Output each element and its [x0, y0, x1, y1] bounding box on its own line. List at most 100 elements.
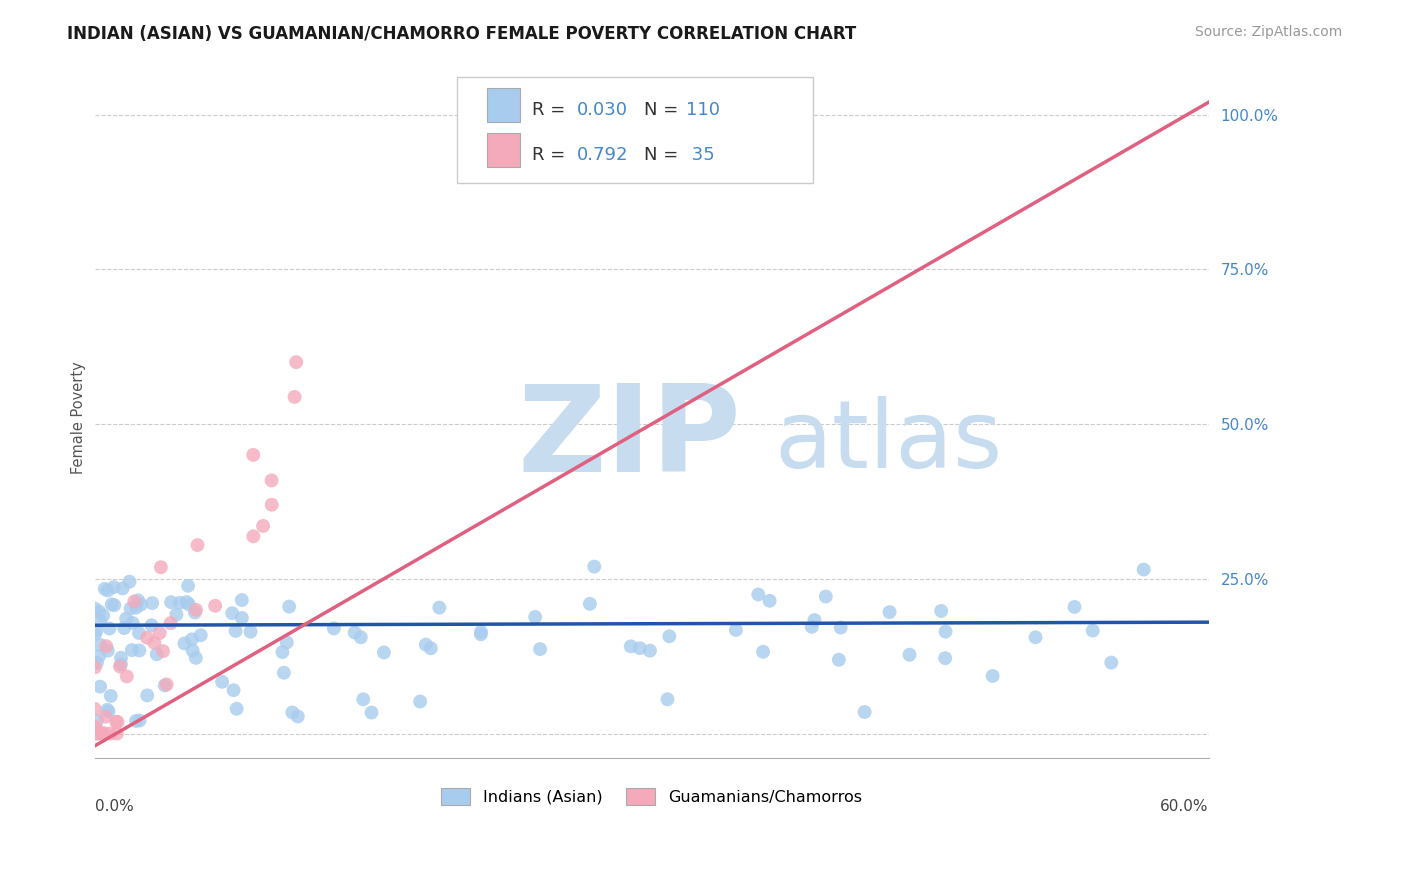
Point [93, 726, 115, 740]
Point [89, 649, 111, 664]
Point [86, 726, 108, 740]
Text: 35: 35 [686, 146, 714, 164]
Point [105, 714, 128, 729]
Point [108, 659, 131, 673]
Point [1132, 563, 1154, 577]
Point [747, 587, 769, 601]
Point [752, 645, 775, 659]
Point [231, 593, 253, 607]
Point [121, 615, 143, 630]
Point [657, 692, 679, 706]
Point [350, 630, 373, 644]
Point [97, 643, 120, 657]
Point [145, 647, 167, 661]
Point [124, 594, 146, 608]
Point [103, 598, 125, 612]
Point [169, 596, 191, 610]
Point [173, 636, 195, 650]
Point [1024, 630, 1046, 644]
Point [470, 627, 492, 641]
Point [828, 653, 851, 667]
FancyBboxPatch shape [486, 133, 520, 168]
Point [141, 596, 163, 610]
Point [186, 538, 208, 552]
Point [260, 498, 283, 512]
Point [83, 721, 105, 735]
Point [415, 638, 437, 652]
Point [225, 702, 247, 716]
Text: 110: 110 [686, 101, 720, 120]
Point [343, 625, 366, 640]
Point [105, 726, 128, 740]
Point [853, 705, 876, 719]
Point [184, 603, 207, 617]
Point [156, 677, 179, 691]
Text: 0.030: 0.030 [576, 101, 628, 120]
Point [252, 519, 274, 533]
Point [94, 582, 117, 596]
Point [160, 595, 183, 609]
Point [112, 621, 135, 635]
Point [152, 644, 174, 658]
Point [177, 579, 200, 593]
Point [221, 606, 243, 620]
Point [427, 600, 450, 615]
Point [110, 657, 132, 672]
Text: R =: R = [533, 146, 578, 164]
Point [231, 611, 253, 625]
Point [803, 613, 825, 627]
Point [84, 601, 107, 615]
Point [141, 618, 163, 632]
Point [128, 714, 150, 728]
Text: 0.792: 0.792 [576, 146, 628, 164]
Point [284, 390, 307, 404]
Point [239, 624, 262, 639]
Point [180, 632, 202, 647]
Point [322, 622, 344, 636]
Point [814, 590, 837, 604]
Text: N =: N = [644, 101, 683, 120]
Point [184, 606, 207, 620]
Point [1081, 624, 1104, 638]
Point [800, 620, 823, 634]
Point [97, 583, 120, 598]
Text: ZIP: ZIP [517, 380, 742, 497]
Point [557, 126, 579, 140]
Point [118, 574, 141, 589]
Point [91, 726, 114, 740]
Point [98, 726, 121, 740]
Point [100, 689, 122, 703]
Point [177, 598, 200, 612]
FancyBboxPatch shape [457, 78, 813, 183]
Point [583, 559, 606, 574]
Point [165, 607, 187, 622]
Point [225, 624, 247, 638]
Text: N =: N = [644, 146, 683, 164]
Point [89, 680, 111, 694]
Point [373, 645, 395, 659]
Point [273, 665, 295, 680]
Point [260, 474, 283, 488]
Point [579, 597, 602, 611]
Point [89, 615, 111, 629]
Point [1099, 656, 1122, 670]
Point [110, 650, 132, 665]
Point [211, 674, 233, 689]
Point [128, 643, 150, 657]
Point [129, 598, 152, 612]
Point [159, 616, 181, 631]
Point [184, 651, 207, 665]
Point [242, 529, 264, 543]
Point [86, 624, 108, 638]
Point [107, 714, 129, 729]
Text: atlas: atlas [775, 396, 1002, 488]
Point [285, 355, 308, 369]
Point [242, 448, 264, 462]
Point [127, 593, 149, 607]
Text: INDIAN (ASIAN) VS GUAMANIAN/CHAMORRO FEMALE POVERTY CORRELATION CHART: INDIAN (ASIAN) VS GUAMANIAN/CHAMORRO FEM… [67, 25, 856, 43]
Point [94, 709, 117, 723]
Point [98, 622, 121, 636]
Point [84, 720, 107, 734]
Point [84, 660, 107, 674]
Point [86, 726, 108, 740]
